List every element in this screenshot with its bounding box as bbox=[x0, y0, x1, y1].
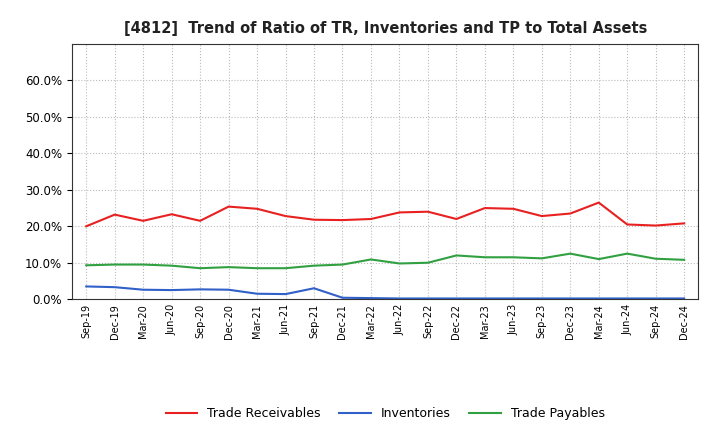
Trade Payables bbox=[282, 266, 290, 271]
Inventories bbox=[282, 291, 290, 297]
Trade Payables bbox=[595, 257, 603, 262]
Trade Receivables bbox=[509, 206, 518, 212]
Inventories bbox=[110, 285, 119, 290]
Trade Receivables bbox=[253, 206, 261, 212]
Trade Payables bbox=[537, 256, 546, 261]
Trade Receivables bbox=[595, 200, 603, 205]
Trade Receivables bbox=[537, 213, 546, 219]
Legend: Trade Receivables, Inventories, Trade Payables: Trade Receivables, Inventories, Trade Pa… bbox=[161, 403, 610, 425]
Inventories bbox=[253, 291, 261, 297]
Inventories bbox=[338, 295, 347, 301]
Trade Payables bbox=[310, 263, 318, 268]
Inventories bbox=[595, 296, 603, 301]
Inventories bbox=[139, 287, 148, 292]
Trade Receivables bbox=[82, 224, 91, 229]
Inventories bbox=[623, 296, 631, 301]
Trade Payables bbox=[366, 257, 375, 262]
Trade Payables bbox=[338, 262, 347, 267]
Title: [4812]  Trend of Ratio of TR, Inventories and TP to Total Assets: [4812] Trend of Ratio of TR, Inventories… bbox=[124, 21, 647, 36]
Inventories bbox=[566, 296, 575, 301]
Trade Payables bbox=[110, 262, 119, 267]
Trade Receivables bbox=[366, 216, 375, 222]
Trade Payables bbox=[452, 253, 461, 258]
Trade Payables bbox=[196, 266, 204, 271]
Trade Payables bbox=[480, 255, 489, 260]
Inventories bbox=[225, 287, 233, 292]
Trade Receivables bbox=[167, 212, 176, 217]
Trade Receivables bbox=[225, 204, 233, 209]
Trade Payables bbox=[509, 255, 518, 260]
Trade Payables bbox=[566, 251, 575, 256]
Inventories bbox=[680, 296, 688, 301]
Trade Receivables bbox=[566, 211, 575, 216]
Line: Inventories: Inventories bbox=[86, 286, 684, 298]
Trade Receivables bbox=[480, 205, 489, 211]
Trade Receivables bbox=[282, 213, 290, 219]
Trade Payables bbox=[253, 266, 261, 271]
Trade Receivables bbox=[652, 223, 660, 228]
Trade Receivables bbox=[110, 212, 119, 217]
Trade Payables bbox=[680, 257, 688, 263]
Inventories bbox=[310, 286, 318, 291]
Line: Trade Receivables: Trade Receivables bbox=[86, 202, 684, 226]
Inventories bbox=[452, 296, 461, 301]
Inventories bbox=[480, 296, 489, 301]
Trade Payables bbox=[82, 263, 91, 268]
Trade Payables bbox=[167, 263, 176, 268]
Trade Payables bbox=[395, 261, 404, 266]
Trade Receivables bbox=[680, 221, 688, 226]
Trade Receivables bbox=[139, 218, 148, 224]
Trade Payables bbox=[225, 264, 233, 270]
Trade Receivables bbox=[423, 209, 432, 214]
Trade Receivables bbox=[452, 216, 461, 222]
Trade Receivables bbox=[310, 217, 318, 222]
Trade Receivables bbox=[395, 210, 404, 215]
Trade Payables bbox=[139, 262, 148, 267]
Trade Payables bbox=[652, 256, 660, 261]
Inventories bbox=[366, 296, 375, 301]
Inventories bbox=[423, 296, 432, 301]
Inventories bbox=[537, 296, 546, 301]
Trade Payables bbox=[423, 260, 432, 265]
Inventories bbox=[196, 287, 204, 292]
Inventories bbox=[167, 287, 176, 293]
Inventories bbox=[395, 296, 404, 301]
Inventories bbox=[509, 296, 518, 301]
Inventories bbox=[82, 284, 91, 289]
Line: Trade Payables: Trade Payables bbox=[86, 253, 684, 268]
Trade Receivables bbox=[623, 222, 631, 227]
Trade Payables bbox=[623, 251, 631, 256]
Trade Receivables bbox=[196, 218, 204, 224]
Inventories bbox=[652, 296, 660, 301]
Trade Receivables bbox=[338, 217, 347, 223]
